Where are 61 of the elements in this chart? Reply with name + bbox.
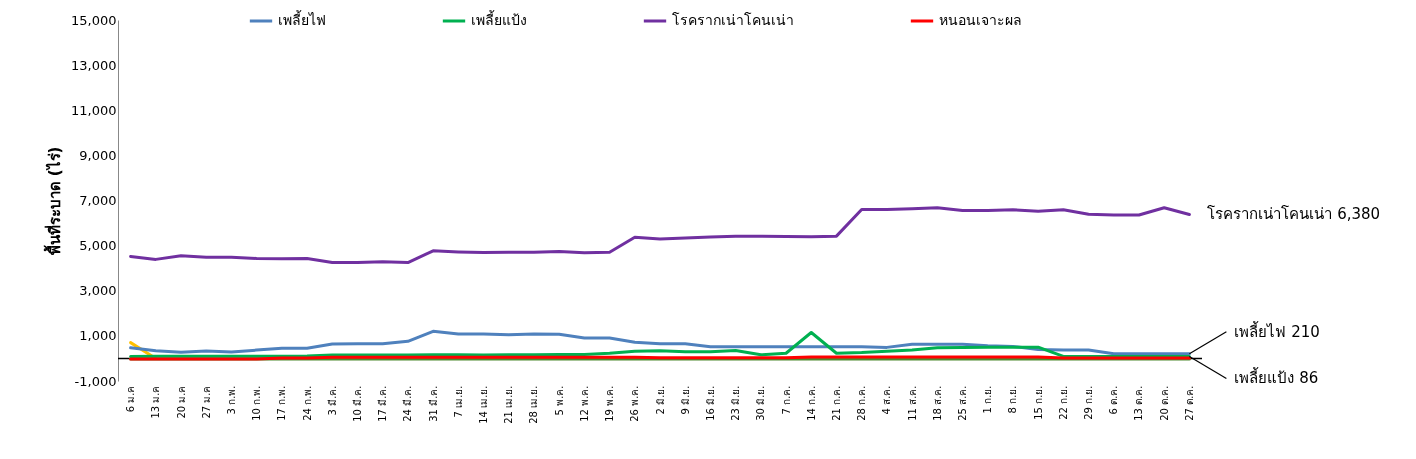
line-series [129,206,1191,265]
legend-label: โรครากเน่าโคนเน่า [672,12,794,28]
x-tick-label: 27 ต.ค. [1183,385,1195,421]
x-tick-label: 1 ก.ย. [982,385,994,414]
y-tick-label: 15,000 [71,12,117,28]
y-tick-label: -1,000 [74,373,117,389]
x-tick-label: 29 ก.ย. [1083,385,1095,420]
x-tick-label: 31 มี.ค. [427,385,439,422]
x-tick-label: 4 ส.ค. [881,385,893,415]
x-tick-label: 21 ก.ค. [830,385,842,421]
x-tick-label: 15 ก.ย. [1032,385,1044,420]
x-tick-label: 20 ม.ค [175,385,187,419]
legend-label: หนอนเจาะผล [939,12,1022,28]
annotation: โรครากเน่าโคนเน่า 6,380 [1207,205,1381,224]
x-tick-label: 2 มิ.ย. [654,385,666,415]
x-tick-label: 3 มี.ค. [326,385,338,416]
annotation: เพลี้ยไฟ 210 [1234,320,1320,341]
x-tick-label: 12 พ.ค. [578,385,590,422]
x-tick-label: 17 มี.ค. [377,385,389,422]
x-tick-label: 28 ก.ค. [856,385,868,421]
y-tick-label: 9,000 [79,147,117,163]
x-tick-label: 8 ก.ย. [1007,385,1019,414]
x-tick-label: 7 เม.ย. [452,385,464,418]
x-tick-label: 13 ต.ค. [1133,385,1145,421]
x-tick-label: 17 ก.พ. [276,385,288,421]
legend-label: เพลี้ยไฟ [278,10,326,28]
x-tick-label: 26 พ.ค. [629,385,641,422]
x-tick-label: 3 ก.พ. [225,385,237,415]
x-tick-label: 25 ส.ค. [957,385,969,421]
x-tick-label: 11 ส.ค. [906,385,918,421]
x-tick-label: 5 พ.ค. [553,385,565,416]
annotation: เพลี้ยแป้ง 86 [1234,367,1319,388]
x-tick-label: 23 มิ.ย. [730,385,742,421]
x-tick-label: 27 ม.ค [200,385,212,419]
x-tick-label: 9 มิ.ย. [679,385,691,415]
x-tick-label: 14 เม.ย. [478,385,490,424]
x-tick-label: 24 ก.พ. [301,385,313,421]
x-tick-label: 24 มี.ค. [402,385,414,422]
y-tick-label: 5,000 [79,238,117,254]
x-tick-label: 13 ม.ค [150,385,162,419]
x-tick-label: 14 ก.ค. [805,385,817,421]
x-tick-label: 30 มิ.ย. [755,385,767,421]
y-tick-label: 13,000 [71,57,117,73]
x-tick-label: 22 ก.ย. [1057,385,1069,420]
y-tick-label: 11,000 [71,102,117,118]
x-tick-label: 20 ต.ค. [1158,385,1170,421]
y-tick-label: 1,000 [79,328,117,344]
x-tick-label: 10 มี.ค. [351,385,363,422]
x-tick-label: 16 มิ.ย. [704,385,716,421]
x-tick-label: 10 ก.พ. [251,385,263,421]
y-axis-title: พื้นที่ระบาด (ไร่) [43,146,65,256]
x-tick-label: 6 ม.ค [125,385,137,413]
x-tick-label: 7 ก.ค. [780,385,792,415]
x-tick-label: 21 เม.ย. [503,385,515,424]
x-tick-label: 6 ต.ค. [1108,385,1120,415]
y-tick-label: 7,000 [79,193,117,208]
x-tick-label: 19 พ.ค. [604,385,616,422]
legend-label: เพลี้ยแป้ง [471,10,527,28]
x-tick-label: 28 เม.ย. [528,385,540,424]
x-tick-label: 18 ส.ค. [931,385,943,421]
y-tick-label: 3,000 [79,283,117,299]
